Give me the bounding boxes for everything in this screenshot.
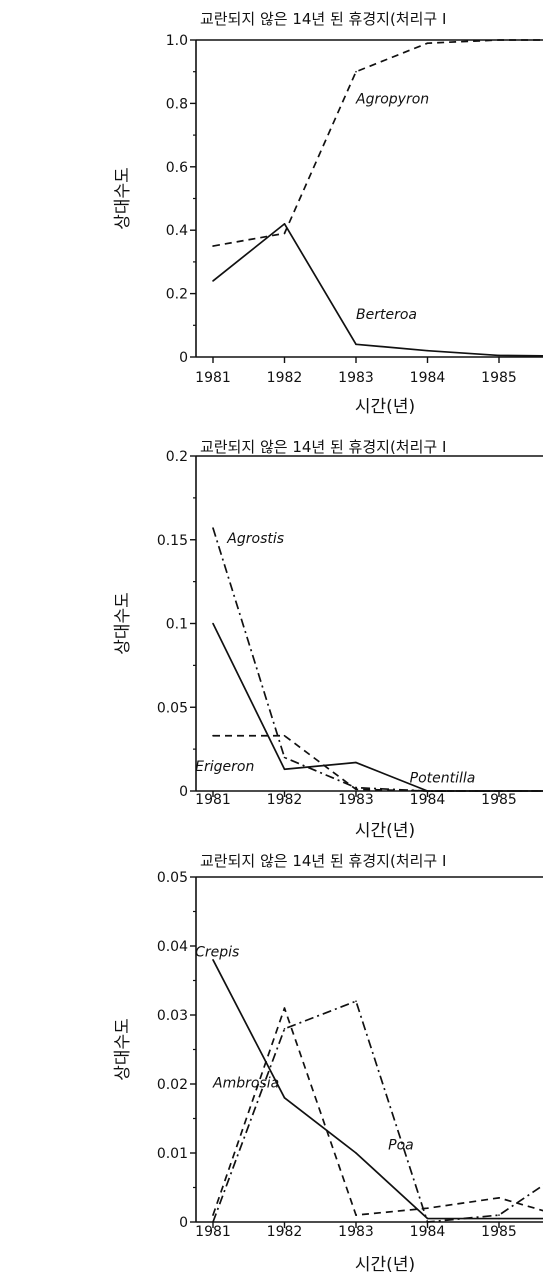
data-point-potentilla <box>426 790 429 792</box>
series-line-ambrosia <box>212 1007 543 1216</box>
series-label-poa: Poa <box>388 1138 414 1154</box>
data-point-ambrosia <box>283 1007 286 1009</box>
x-tick-label: 1985 <box>481 1224 517 1240</box>
y-tick-label: 0.2 <box>166 449 188 465</box>
y-tick-label: 0 <box>179 784 188 800</box>
data-point-berteroa <box>212 280 214 282</box>
series-label-ambrosia: Ambrosia <box>212 1075 279 1091</box>
series-label-potentilla: Potentilla <box>410 771 476 787</box>
data-point-crepis <box>426 1217 429 1220</box>
y-axis-label: 상대수도 <box>113 167 133 230</box>
chart-title: 교란되지 않은 14년 된 휴경지(처리구 I <box>200 10 446 28</box>
y-axis-label: 상대수도 <box>113 1018 133 1081</box>
data-point-crepis <box>283 1097 286 1099</box>
x-tick-label: 1981 <box>195 1224 231 1240</box>
data-point-crepis <box>498 1217 500 1220</box>
x-axis-label: 시간(년) <box>355 821 415 840</box>
series-line-erigeron <box>213 734 543 792</box>
chart-title: 교란되지 않은 14년 된 휴경지(처리구 I <box>200 852 446 870</box>
data-point-potentilla <box>212 622 214 625</box>
data-point-poa <box>498 1214 500 1216</box>
data-point-potentilla <box>498 790 500 792</box>
x-tick-label: 1984 <box>410 1224 446 1240</box>
y-axis-label: 상대수도 <box>113 592 133 655</box>
data-point-berteroa <box>426 349 429 352</box>
series-line-potentilla <box>212 623 543 792</box>
chart-1: 교란되지 않은 14년 된 휴경지(처리구 I 0 0.2 0.4 0.6 0.8 1.0 1… <box>113 10 543 417</box>
series-label-agropyron: Agropyron <box>355 91 429 107</box>
y-tick-label: 0.03 <box>157 1008 188 1024</box>
y-tick-label: 0.02 <box>157 1077 188 1093</box>
data-point-potentilla <box>283 768 286 771</box>
y-tick-label: 0.2 <box>166 287 188 303</box>
chart-panel-1: 교란되지 않은 14년 된 휴경지(처리구 I 0 0.2 0.4 0.6 0.8 1.0 1… <box>0 0 543 420</box>
x-axis-label: 시간(년) <box>355 397 415 417</box>
x-axis-label: 시간(년) <box>355 1255 415 1275</box>
chart-2: 교란되지 않은 14년 된 휴경지(처리구 I 0 0.05 0.1 0.15 0.2 19… <box>113 438 543 840</box>
chart-3: 교란되지 않은 14년 된 휴경지(처리구 I 0 0.01 0.02 0.03 0.04… <box>113 852 543 1275</box>
data-point-crepis <box>355 1152 357 1154</box>
chart-title: 교란되지 않은 14년 된 휴경지(처리구 I <box>200 438 446 456</box>
data-point-agrostis <box>212 527 214 529</box>
series-line-agrostis <box>212 527 543 792</box>
y-tick-label: 0.8 <box>166 96 188 112</box>
x-tick-label: 1984 <box>410 792 446 808</box>
data-point-agropyron <box>283 232 286 235</box>
data-point-erigeron <box>283 734 286 737</box>
y-tick-label: 0.15 <box>157 533 188 549</box>
data-point-poa <box>212 1221 214 1223</box>
data-point-agrostis <box>283 756 286 759</box>
x-tick-label: 1985 <box>481 370 517 386</box>
y-tick-label: 0.4 <box>166 223 188 239</box>
data-point-agropyron <box>498 39 500 41</box>
series-label-crepis: Crepis <box>195 944 239 960</box>
x-tick-label: 1982 <box>267 370 303 386</box>
y-tick-label: 0 <box>179 1215 188 1231</box>
chart-panel-2: 교란되지 않은 14년 된 휴경지(처리구 I 0 0.05 0.1 0.15 0.2 19… <box>0 420 543 840</box>
data-point-agropyron <box>355 70 357 73</box>
data-point-poa <box>283 1028 286 1030</box>
data-point-ambrosia <box>355 1214 357 1216</box>
series-line-poa <box>212 1000 543 1223</box>
y-tick-label: 0.04 <box>157 939 188 955</box>
data-point-ambrosia <box>426 1207 429 1209</box>
x-tick-label: 1983 <box>338 370 374 386</box>
data-point-poa <box>426 1221 429 1223</box>
x-tick-label: 1983 <box>338 1224 374 1240</box>
y-tick-label: 0.01 <box>157 1146 188 1162</box>
y-tick-label: 1.0 <box>166 33 188 49</box>
series-label-berteroa: Berteroa <box>356 307 417 323</box>
data-point-ambrosia <box>498 1197 500 1199</box>
y-tick-label: 0.05 <box>157 700 188 716</box>
x-tick-label: 1985 <box>481 792 517 808</box>
x-tick-label: 1983 <box>338 792 374 808</box>
x-tick-label: 1981 <box>195 792 231 808</box>
data-point-ambrosia <box>212 1214 214 1216</box>
x-tick-label: 1982 <box>267 792 303 808</box>
data-point-crepis <box>212 959 214 961</box>
x-tick-label: 1981 <box>195 370 231 386</box>
series-line-agropyron <box>212 39 543 247</box>
x-tick-label: 1984 <box>410 370 446 386</box>
series-label-erigeron: Erigeron <box>195 759 254 775</box>
data-point-berteroa <box>498 354 500 357</box>
y-tick-label: 0.6 <box>166 160 188 176</box>
series-line-berteroa <box>212 223 543 357</box>
data-point-berteroa <box>355 343 357 346</box>
y-tick-label: 0 <box>179 350 188 366</box>
series-line-crepis <box>212 959 543 1220</box>
y-tick-label: 0.1 <box>166 617 188 633</box>
y-tick-label: 0.05 <box>157 870 188 886</box>
data-point-erigeron <box>355 788 357 791</box>
series-label-agrostis: Agrostis <box>226 531 284 547</box>
data-point-berteroa <box>283 223 286 225</box>
x-tick-label: 1982 <box>267 1224 303 1240</box>
data-point-agropyron <box>426 42 429 44</box>
data-point-potentilla <box>355 761 357 764</box>
data-point-erigeron <box>212 734 214 737</box>
data-point-agropyron <box>212 245 214 247</box>
data-point-poa <box>355 1000 357 1002</box>
chart-panel-3: 교란되지 않은 14년 된 휴경지(처리구 I 0 0.01 0.02 0.03 0.04… <box>0 840 543 1284</box>
